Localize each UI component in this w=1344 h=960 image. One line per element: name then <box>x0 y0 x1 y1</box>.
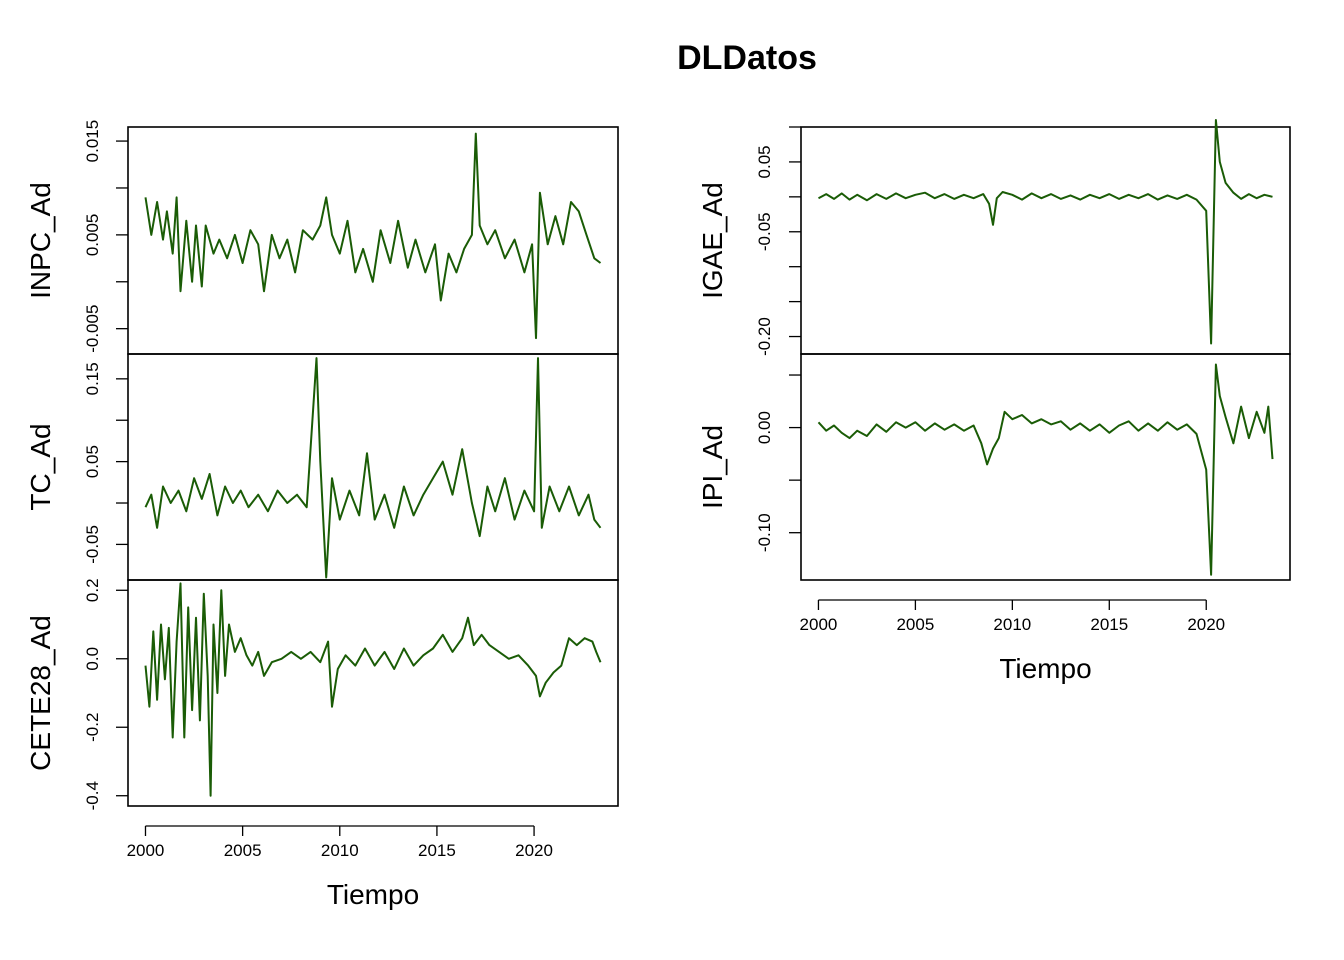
series-line-igae-ad <box>818 119 1273 345</box>
y-axis-label: CETE28_Ad <box>25 615 56 771</box>
x-tick-label: 2015 <box>1090 615 1128 634</box>
y-axis-label: INPC_Ad <box>25 182 56 299</box>
y-tick-label: 0.015 <box>83 120 102 163</box>
x-tick-label: 2010 <box>993 615 1031 634</box>
y-tick-label: -0.10 <box>755 513 774 552</box>
series-line-tc-ad <box>144 357 602 579</box>
panel-tc-ad: -0.05 0.05 0.15 TC_Ad <box>25 353 619 581</box>
panel-frame <box>127 579 619 807</box>
y-tick-label: 0.005 <box>83 214 102 257</box>
chart-title: DLDatos <box>677 39 817 77</box>
panel-frame <box>800 126 1291 355</box>
y-tick-label: -0.005 <box>83 305 102 353</box>
x-tick-label: 2015 <box>418 841 456 860</box>
x-tick-label: 2020 <box>1187 615 1225 634</box>
y-tick-label: -0.4 <box>83 781 102 810</box>
y-tick-label: 0.2 <box>83 578 102 602</box>
y-axis-label: IGAE_Ad <box>697 182 728 299</box>
y-tick-label: -0.2 <box>83 713 102 742</box>
y-axis-label: TC_Ad <box>25 423 56 510</box>
panel-cete28-ad: -0.4 -0.2 0.0 0.2 CETE28_Ad 2000 2005 2010 2015 2… <box>25 578 619 910</box>
panel-igae-ad: -0.20 -0.05 0.05 IGAE_Ad <box>697 119 1291 356</box>
panel-frame <box>127 126 619 355</box>
x-tick-label: 2005 <box>224 841 262 860</box>
x-tick-label: 2000 <box>127 841 165 860</box>
y-tick-label: -0.05 <box>83 525 102 564</box>
y-axis-label: IPI_Ad <box>697 425 728 509</box>
series-line-cete28-ad <box>144 582 602 797</box>
x-tick-label: 2010 <box>321 841 359 860</box>
series-line-inpc-ad <box>144 132 602 340</box>
panel-frame <box>800 353 1291 581</box>
y-tick-label: 0.15 <box>83 362 102 395</box>
y-tick-label: 0.05 <box>755 145 774 178</box>
y-tick-label: 0.05 <box>83 445 102 478</box>
x-axis-label: Tiempo <box>999 653 1091 684</box>
y-tick-label: -0.20 <box>755 317 774 356</box>
panel-frame <box>127 353 619 581</box>
panels-group: -0.005 0.005 0.015 INPC_Ad -0.05 0.05 0.15 TC_A… <box>25 119 1291 910</box>
series-line-ipi-ad <box>817 363 1274 576</box>
x-tick-label: 2005 <box>896 615 934 634</box>
y-tick-label: 0.00 <box>755 411 774 444</box>
panel-inpc-ad: -0.005 0.005 0.015 INPC_Ad <box>25 120 619 355</box>
x-tick-label: 2020 <box>515 841 553 860</box>
y-tick-label: 0.0 <box>83 647 102 671</box>
panel-ipi-ad: -0.10 0.00 IPI_Ad 2000 2005 2010 2015 2020 Tiemp… <box>697 353 1291 684</box>
y-tick-label: -0.05 <box>755 212 774 251</box>
x-tick-label: 2000 <box>800 615 838 634</box>
x-axis-label: Tiempo <box>327 879 419 910</box>
